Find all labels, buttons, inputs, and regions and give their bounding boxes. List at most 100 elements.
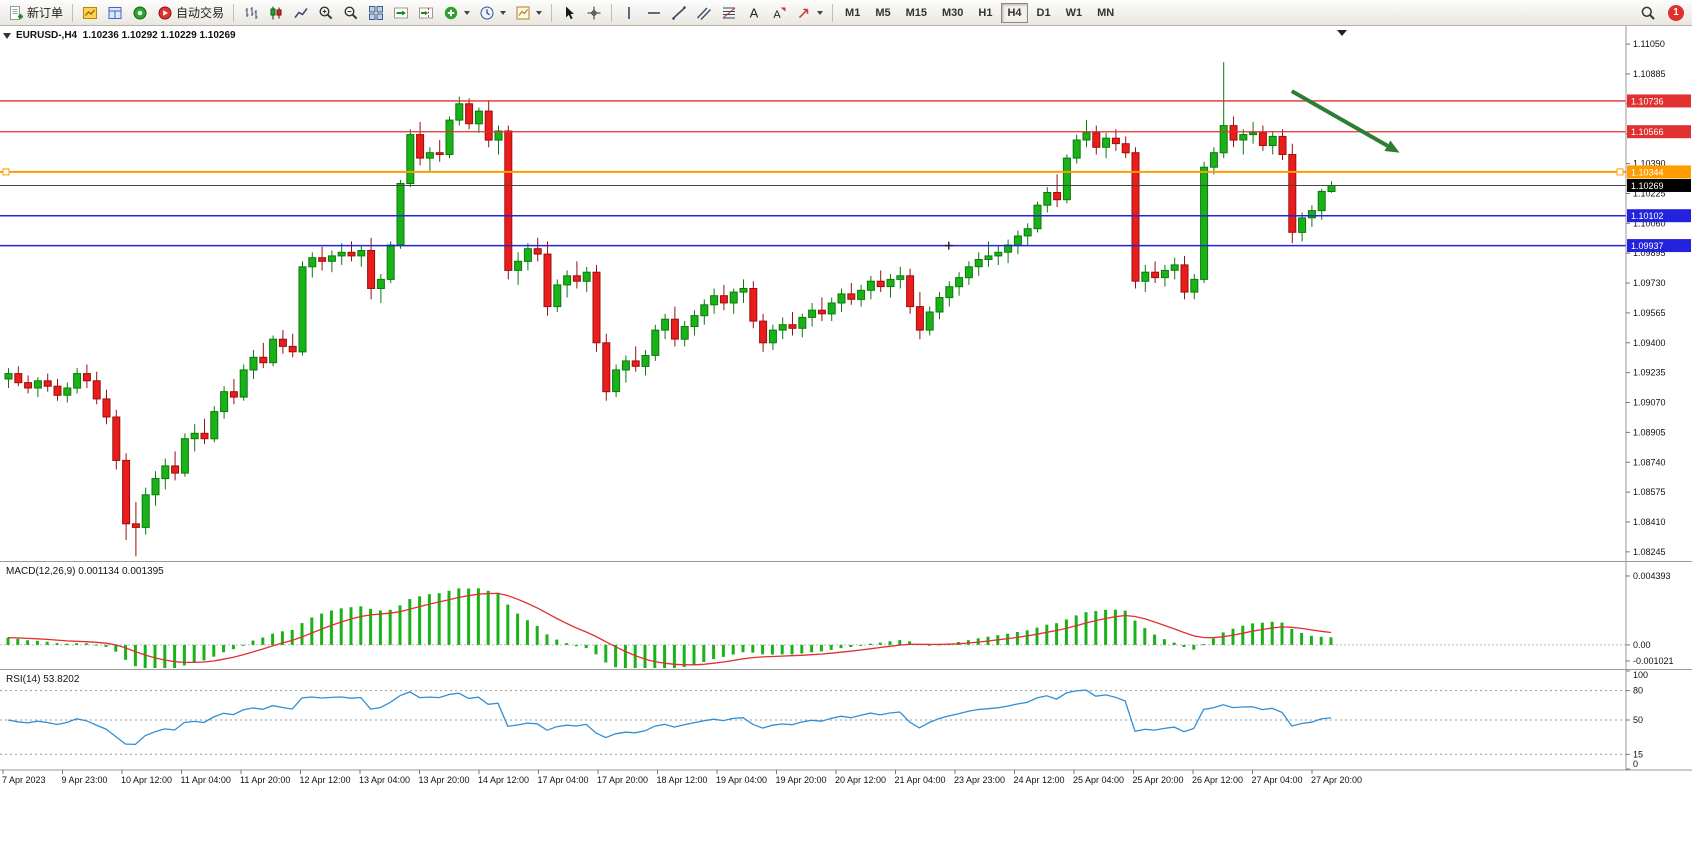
timeframe-button-m15[interactable]: M15 [905, 6, 927, 19]
line-selection-handle[interactable] [2, 168, 10, 176]
svg-text:1.10060: 1.10060 [1633, 218, 1666, 228]
horizontal-line-button[interactable] [642, 2, 666, 24]
tile-windows-button[interactable] [364, 2, 388, 24]
candle [768, 324, 777, 350]
svg-text:13 Apr 20:00: 13 Apr 20:00 [419, 775, 470, 785]
candle [416, 121, 425, 166]
line-chart-button[interactable] [289, 2, 313, 24]
periods-button[interactable] [475, 2, 510, 24]
trendline-button[interactable] [667, 2, 691, 24]
price-badge: 1.09937 [1627, 239, 1691, 253]
dropdown-caret-icon[interactable] [536, 10, 543, 15]
candle [670, 306, 679, 347]
svg-text:15: 15 [1633, 749, 1643, 759]
candle [1268, 131, 1277, 155]
candle [906, 268, 915, 314]
trendline-icon [671, 5, 687, 21]
indicators-button[interactable] [439, 2, 474, 24]
equidistant-channel-button[interactable] [692, 2, 716, 24]
svg-text:1.10225: 1.10225 [1633, 188, 1666, 198]
candle [1111, 129, 1120, 151]
svg-text:13 Apr 04:00: 13 Apr 04:00 [359, 775, 410, 785]
line-center-handle[interactable] [944, 241, 953, 250]
svg-text:1.10566: 1.10566 [1631, 127, 1664, 137]
new-order-button[interactable]: 新订单 [4, 2, 67, 24]
auto-scroll-button[interactable] [389, 2, 413, 24]
timeframe-button-m30[interactable]: M30 [942, 6, 964, 19]
candle [808, 303, 817, 327]
navigator-button[interactable] [128, 2, 152, 24]
svg-text:1.08575: 1.08575 [1633, 487, 1666, 497]
svg-text:A: A [750, 5, 759, 20]
rsi-indicator-label: RSI(14) 53.8202 [6, 674, 80, 685]
candle [43, 373, 52, 392]
timeframe-button-d1[interactable]: D1 [1036, 6, 1051, 19]
market-watch-button[interactable] [78, 2, 102, 24]
candle [523, 243, 532, 271]
dropdown-caret-icon[interactable] [817, 10, 824, 15]
new-order-button-label: 新订单 [27, 6, 64, 20]
cursor-icon [561, 5, 577, 21]
timeframe-button-w1[interactable]: W1 [1065, 6, 1083, 19]
channel-icon [696, 5, 712, 21]
dropdown-caret-icon[interactable] [464, 10, 471, 15]
text-icon: A [746, 5, 762, 21]
candle [1180, 255, 1189, 300]
text-button[interactable]: A [742, 2, 766, 24]
scroll-to-end-marker[interactable] [1337, 30, 1347, 36]
crosshair-button[interactable] [582, 2, 606, 24]
candle [661, 313, 670, 340]
text-label-button[interactable]: A [767, 2, 791, 24]
cursor-button[interactable] [557, 2, 581, 24]
candle [964, 261, 973, 285]
candle [347, 241, 356, 262]
templates-button[interactable] [511, 2, 546, 24]
timeframe-button-h1[interactable]: H1 [978, 6, 993, 19]
candle [53, 379, 62, 401]
bar-chart-button[interactable] [239, 2, 263, 24]
svg-text:11 Apr 20:00: 11 Apr 20:00 [240, 775, 290, 785]
candle [239, 364, 248, 401]
chart-window: 1.110501.108851.107201.105551.103901.102… [0, 26, 1692, 855]
support-line-2[interactable] [0, 241, 1626, 250]
candle [151, 471, 160, 506]
candle [33, 377, 42, 398]
candle [474, 107, 483, 133]
candle [817, 297, 826, 322]
chart-canvas[interactable]: 1.110501.108851.107201.105551.103901.102… [0, 26, 1692, 855]
toolbar-separator [233, 3, 235, 22]
candle [63, 382, 72, 403]
candle [73, 368, 82, 394]
candle [837, 288, 846, 312]
data-window-button[interactable] [103, 2, 127, 24]
svg-text:0: 0 [1633, 759, 1638, 769]
line-selection-handle[interactable] [1616, 168, 1624, 176]
one-click-trading-toggle[interactable] [3, 33, 11, 39]
auto-trading-button[interactable]: 自动交易 [153, 2, 228, 24]
timeframe-button-m1[interactable]: M1 [845, 6, 861, 19]
candle [249, 350, 258, 379]
fibonacci-button[interactable] [717, 2, 741, 24]
svg-text:1.09070: 1.09070 [1633, 398, 1666, 408]
zoom-in-button[interactable] [314, 2, 338, 24]
candle [229, 379, 238, 405]
candle [1102, 132, 1111, 159]
search-button[interactable] [1636, 2, 1660, 24]
vertical-line-button[interactable] [617, 2, 641, 24]
candlestick-chart-button[interactable] [264, 2, 288, 24]
timeframe-button-h4[interactable]: H4 [1001, 2, 1028, 23]
pivot-line[interactable] [0, 168, 1626, 176]
crosshair-icon [586, 5, 602, 21]
notification-badge[interactable]: 1 [1668, 4, 1684, 21]
zoom-out-button[interactable] [339, 2, 363, 24]
dropdown-caret-icon[interactable] [500, 10, 507, 15]
chart-shift-button[interactable] [414, 2, 438, 24]
candle [122, 453, 131, 541]
trend-arrow-annotation[interactable] [1290, 89, 1400, 153]
svg-text:1.09235: 1.09235 [1633, 368, 1666, 378]
zoom-in-icon [318, 5, 334, 21]
arrows-button[interactable] [792, 2, 827, 24]
timeframe-button-mn[interactable]: MN [1097, 6, 1115, 19]
timeframe-button-m5[interactable]: M5 [875, 6, 891, 19]
candle [288, 333, 297, 358]
